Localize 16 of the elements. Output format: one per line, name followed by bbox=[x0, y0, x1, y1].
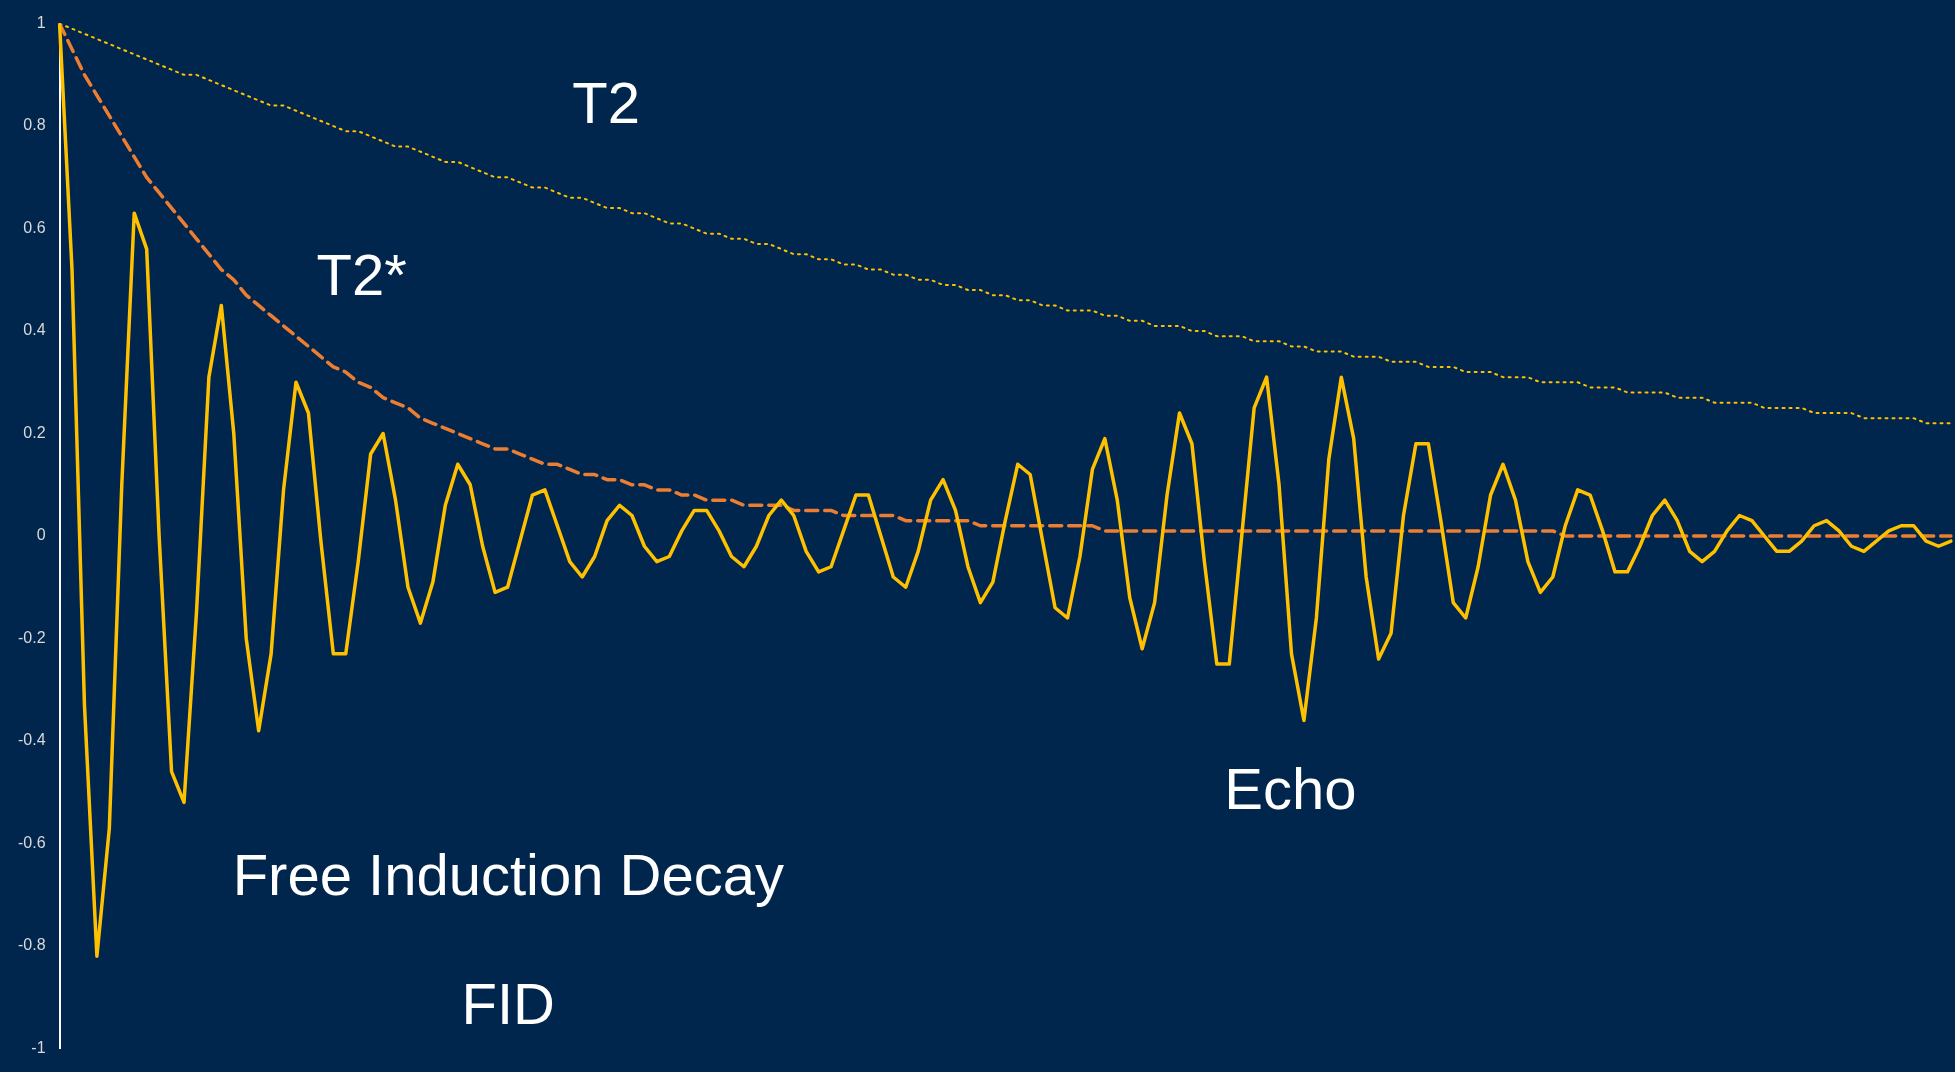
annotation: T2* bbox=[316, 241, 407, 307]
y-tick-label: -1 bbox=[31, 1038, 46, 1056]
annotation: Free Induction Decay bbox=[232, 842, 784, 908]
y-tick-label: 1 bbox=[36, 14, 46, 32]
y-tick-label: -0.4 bbox=[17, 731, 46, 749]
y-tick-label: 0 bbox=[36, 526, 46, 544]
y-tick-label: 0.4 bbox=[23, 321, 46, 339]
y-tick-label: 0.8 bbox=[23, 116, 46, 134]
y-tick-label: -0.6 bbox=[17, 833, 46, 851]
y-tick-label: -0.2 bbox=[17, 628, 46, 646]
y-tick-label: 0.2 bbox=[23, 423, 46, 441]
annotation: Echo bbox=[1224, 756, 1357, 822]
y-tick-label: -0.8 bbox=[17, 936, 46, 954]
annotation: T2 bbox=[572, 70, 640, 136]
annotation: FID bbox=[461, 970, 556, 1036]
y-tick-label: 0.6 bbox=[23, 218, 46, 236]
